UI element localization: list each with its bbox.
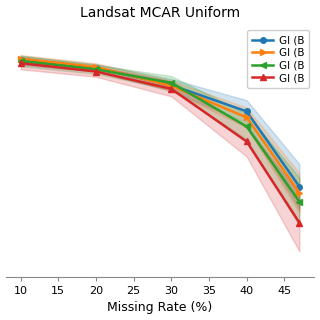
GI (B [19,58,22,62]
GI (B [298,185,301,188]
Line: GI (B: GI (B [18,58,302,189]
Legend: GI (B, GI (B, GI (B, GI (B: GI (B, GI (B, GI (B, GI (B [247,30,309,88]
GI (B [245,140,249,143]
GI (B [169,81,173,85]
Line: GI (B: GI (B [18,60,302,226]
GI (B [19,57,22,61]
GI (B [19,61,22,65]
GI (B [169,84,173,88]
GI (B [169,87,173,91]
GI (B [298,200,301,204]
GI (B [169,83,173,87]
GI (B [94,65,98,69]
GI (B [94,70,98,74]
GI (B [245,116,249,119]
X-axis label: Missing Rate (%): Missing Rate (%) [108,301,212,315]
GI (B [245,124,249,128]
GI (B [298,191,301,195]
GI (B [19,59,22,63]
Line: GI (B: GI (B [18,56,302,196]
Title: Landsat MCAR Uniform: Landsat MCAR Uniform [80,5,240,20]
GI (B [298,221,301,225]
GI (B [94,67,98,71]
GI (B [94,66,98,70]
Line: GI (B: GI (B [18,58,302,204]
GI (B [245,109,249,113]
